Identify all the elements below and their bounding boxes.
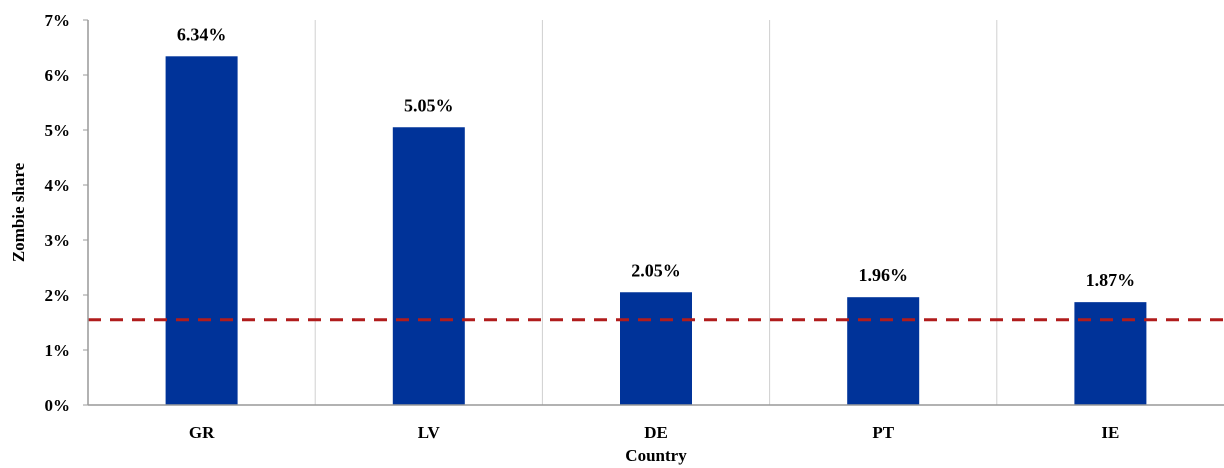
data-label-ie: 1.87% (1086, 270, 1136, 290)
x-tick-label-pt: PT (872, 423, 894, 442)
data-label-pt: 1.96% (858, 265, 908, 285)
data-labels: 6.34% 5.05% 2.05% 1.96% 1.87% (177, 24, 1135, 290)
x-tick-label-ie: IE (1101, 423, 1119, 442)
y-tick-label: 7% (45, 11, 71, 30)
y-tick-label: 6% (45, 66, 71, 85)
gridlines (314, 20, 998, 405)
x-axis-ticks: GR LV DE PT IE (189, 423, 1120, 442)
y-axis-ticks: 0% 1% 2% 3% 4% 5% 6% 7% (45, 11, 88, 415)
bar-pt (847, 297, 920, 405)
y-tick-label: 0% (45, 396, 71, 415)
bar-de (620, 292, 692, 405)
data-label-de: 2.05% (631, 260, 681, 280)
y-tick-label: 2% (45, 286, 71, 305)
bars (165, 56, 1147, 406)
y-axis-title: Zombie share (9, 162, 28, 262)
y-tick-label: 4% (45, 176, 71, 195)
y-tick-label: 5% (45, 121, 71, 140)
bar-gr (165, 56, 238, 406)
bar-lv (392, 127, 465, 405)
data-label-gr: 6.34% (177, 24, 227, 44)
x-tick-label-gr: GR (189, 423, 215, 442)
x-axis-title: Country (625, 446, 687, 465)
data-label-lv: 5.05% (404, 95, 454, 115)
x-tick-label-lv: LV (418, 423, 441, 442)
y-tick-label: 1% (45, 341, 71, 360)
bar-ie (1074, 302, 1147, 405)
y-tick-label: 3% (45, 231, 71, 250)
x-tick-label-de: DE (644, 423, 668, 442)
